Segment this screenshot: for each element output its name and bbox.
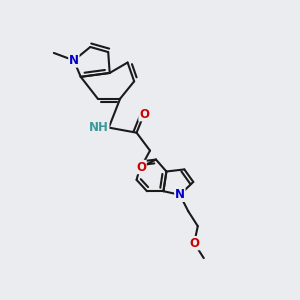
Text: N: N: [69, 54, 79, 67]
Text: N: N: [175, 188, 185, 201]
Text: O: O: [139, 108, 149, 121]
Text: O: O: [136, 160, 146, 173]
Text: NH: NH: [89, 121, 109, 134]
Text: O: O: [189, 237, 199, 250]
